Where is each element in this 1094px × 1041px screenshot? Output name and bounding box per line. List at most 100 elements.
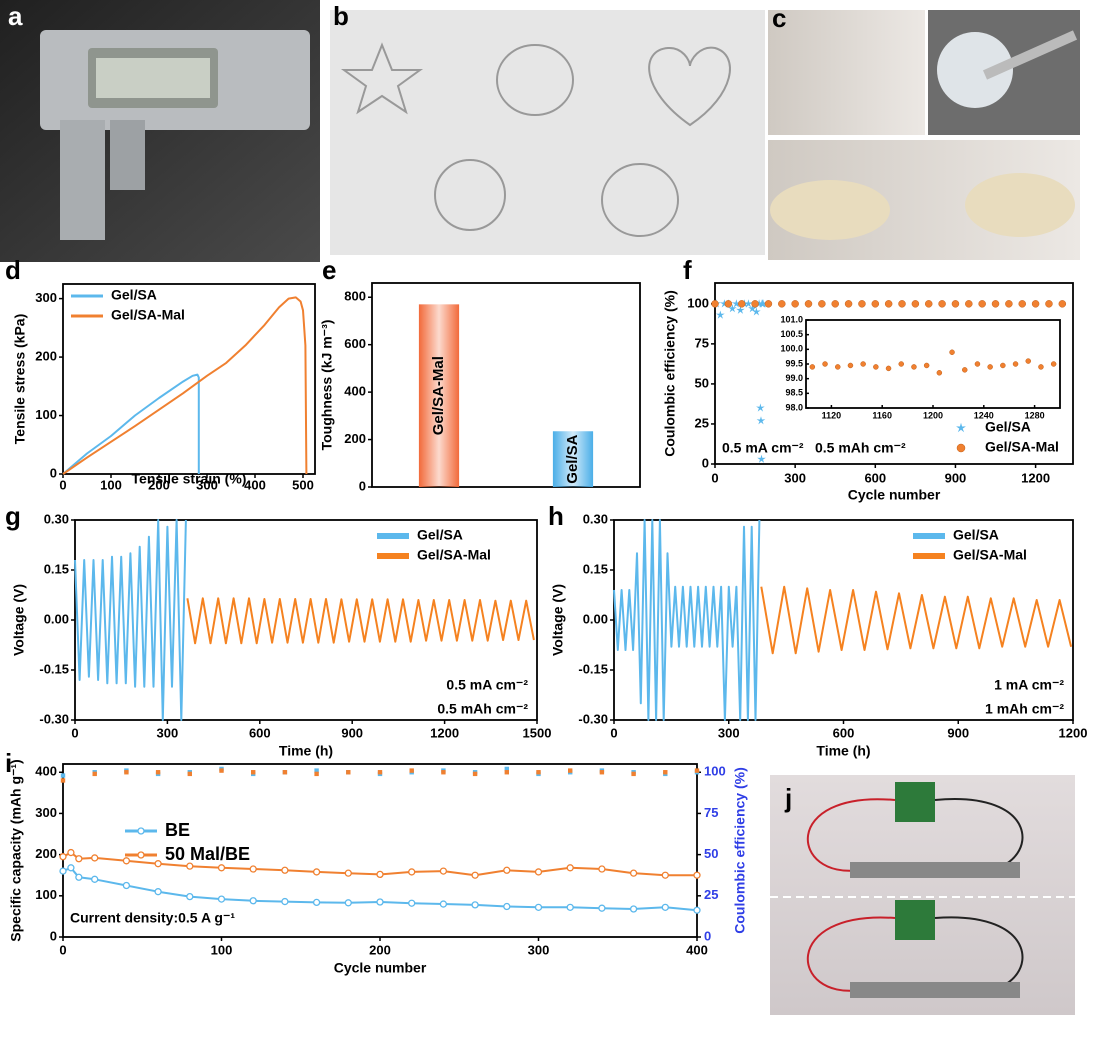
data-point xyxy=(155,861,161,867)
y-tick-label: 100 xyxy=(35,887,57,902)
data-point xyxy=(472,872,478,878)
data-point xyxy=(536,904,542,910)
y-axis-label: Coulombic efficiency (%) xyxy=(662,290,678,456)
data-point xyxy=(965,300,972,307)
data-point xyxy=(377,871,383,877)
y-tick-label: 400 xyxy=(35,764,57,779)
annotation: 0.5 mA cm⁻² xyxy=(446,677,528,693)
x-axis-label: Cycle number xyxy=(848,487,941,503)
legend-marker xyxy=(138,828,144,834)
data-point xyxy=(950,350,955,355)
data-point xyxy=(712,300,719,307)
y-tick-label: -0.15 xyxy=(578,661,608,676)
data-point xyxy=(662,904,668,910)
panel-label: a xyxy=(8,1,23,31)
y-tick-label: 98.0 xyxy=(785,402,803,412)
data-point xyxy=(440,868,446,874)
data-point xyxy=(600,770,604,774)
data-point xyxy=(631,906,637,912)
y-tick-label: 600 xyxy=(344,336,366,351)
panel-label: d xyxy=(5,255,21,285)
legend-label: Gel/SA xyxy=(985,419,1031,435)
data-point xyxy=(872,300,879,307)
data-point xyxy=(1045,300,1052,307)
y-tick-label: 101.0 xyxy=(780,314,803,324)
data-point xyxy=(695,768,699,772)
y-axis-label: Voltage (V) xyxy=(550,584,566,656)
data-point xyxy=(939,300,946,307)
data-point xyxy=(899,362,904,367)
data-point xyxy=(314,869,320,875)
data-point xyxy=(952,300,959,307)
data-point xyxy=(92,855,98,861)
annotation: Current density:0.5 A g⁻¹ xyxy=(70,910,235,926)
data-point xyxy=(885,300,892,307)
x-tick-label: 0 xyxy=(59,942,66,957)
data-point xyxy=(504,867,510,873)
x-tick-label: 600 xyxy=(833,725,855,740)
y-tick-label: 0.00 xyxy=(44,611,69,626)
data-point xyxy=(155,889,161,895)
x-tick-label: 300 xyxy=(718,725,740,740)
data-point xyxy=(805,300,812,307)
legend-label: Gel/SA-Mal xyxy=(111,307,185,323)
x-tick-label: 400 xyxy=(244,477,266,492)
data-point xyxy=(694,907,700,913)
x-tick-label: 1240 xyxy=(974,410,994,420)
y2-tick-label: 50 xyxy=(704,846,718,861)
data-point xyxy=(873,364,878,369)
data-point xyxy=(567,904,573,910)
data-point xyxy=(1038,364,1043,369)
bar-label: Gel/SA xyxy=(564,434,581,483)
photo-flexibility xyxy=(768,10,1080,260)
data-point xyxy=(752,300,759,307)
data-point xyxy=(924,363,929,368)
legend-marker xyxy=(956,423,966,432)
data-point xyxy=(962,367,967,372)
x-tick-label: 1280 xyxy=(1025,410,1045,420)
data-point xyxy=(716,311,725,319)
data-point xyxy=(1059,300,1066,307)
data-point xyxy=(765,300,772,307)
y-tick-label: 0.30 xyxy=(44,511,69,526)
panel-label: g xyxy=(5,501,21,531)
y-tick-label: 0 xyxy=(359,478,366,493)
x-tick-label: 100 xyxy=(100,477,122,492)
x-tick-label: 1500 xyxy=(523,725,552,740)
legend-label: Gel/SA xyxy=(417,527,463,543)
y-tick-label: 0.00 xyxy=(583,611,608,626)
data-point xyxy=(250,898,256,904)
data-point xyxy=(988,364,993,369)
data-point xyxy=(68,850,74,856)
legend-label: Gel/SA-Mal xyxy=(953,547,1027,563)
data-point xyxy=(631,870,637,876)
data-point xyxy=(250,866,256,872)
data-point xyxy=(886,366,891,371)
y-tick-label: 0 xyxy=(702,455,709,470)
y-tick-label: 100 xyxy=(35,407,57,422)
y-tick-label: 400 xyxy=(344,384,366,399)
bar-label: Gel/SA-Mal xyxy=(430,356,447,435)
y2-tick-label: 0 xyxy=(704,928,711,943)
y-tick-label: 100.5 xyxy=(780,329,803,339)
panel-label: e xyxy=(322,255,336,285)
data-point xyxy=(92,876,98,882)
y-tick-label: -0.15 xyxy=(39,661,69,676)
annotation: 0.5 mA cm⁻² xyxy=(722,440,804,456)
x-axis-label: Time (h) xyxy=(279,743,333,759)
data-point xyxy=(123,858,129,864)
y-tick-label: 0 xyxy=(50,928,57,943)
legend-label: 50 Mal/BE xyxy=(165,844,250,864)
data-point xyxy=(346,770,350,774)
annotation: 1 mA cm⁻² xyxy=(994,677,1064,693)
data-point xyxy=(124,770,128,774)
data-point xyxy=(61,773,65,777)
plot-frame xyxy=(715,283,1073,464)
data-point xyxy=(725,300,732,307)
x-tick-label: 900 xyxy=(945,470,967,485)
data-point xyxy=(899,300,906,307)
data-point xyxy=(188,772,192,776)
y-tick-label: 0.15 xyxy=(44,561,69,576)
y-tick-label: 0.30 xyxy=(583,511,608,526)
data-point xyxy=(60,868,66,874)
